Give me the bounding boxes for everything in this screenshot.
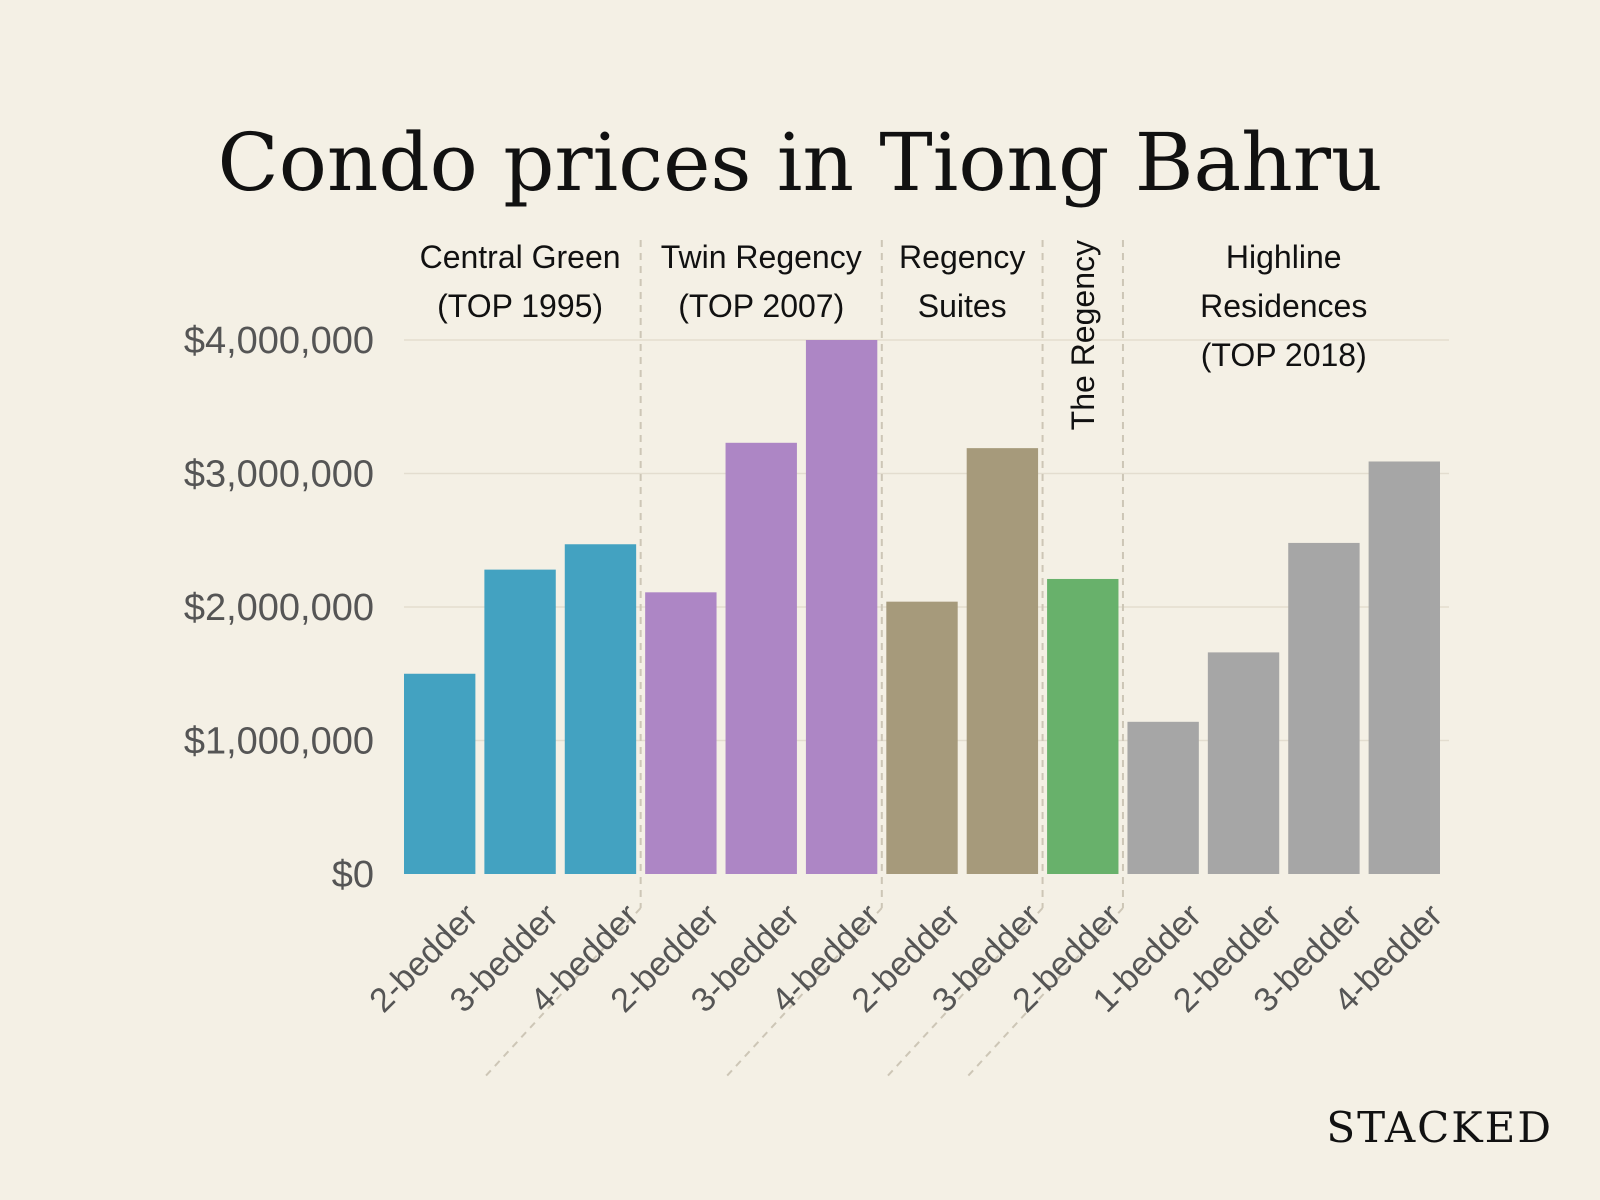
group-label: Highline: [1226, 239, 1342, 275]
chart-title: Condo prices in Tiong Bahru: [218, 116, 1383, 209]
group-label: The Regency: [1065, 240, 1101, 430]
bar: [484, 569, 556, 874]
group-label: Twin Regency: [661, 239, 862, 275]
x-axis: 2-bedder3-bedder4-bedder2-bedder3-bedder…: [362, 897, 1450, 1020]
bar: [1047, 578, 1119, 874]
bar: [645, 592, 717, 874]
group-label: (TOP 1995): [437, 288, 603, 324]
bar: [1368, 461, 1440, 874]
group-label: Central Green: [420, 239, 621, 275]
bar-layer: [404, 340, 1440, 874]
group-label: Suites: [918, 288, 1007, 324]
bar: [805, 340, 878, 874]
y-tick-label: $3,000,000: [184, 454, 374, 496]
y-tick-label: $2,000,000: [184, 587, 374, 629]
y-tick-label: $4,000,000: [184, 320, 374, 362]
bar: [1288, 542, 1360, 874]
group-labels: Central Green (TOP 1995) Twin Regency (TOP …: [420, 239, 1368, 430]
bar: [1207, 652, 1280, 874]
brand-logo: STACKED: [1326, 1103, 1553, 1152]
bar: [404, 673, 476, 874]
group-label: (TOP 2018): [1201, 337, 1367, 373]
bar: [886, 601, 958, 874]
bar: [1127, 721, 1199, 874]
bar: [725, 442, 797, 874]
group-label: Residences: [1200, 288, 1367, 324]
group-label: Regency: [899, 239, 1025, 275]
y-tick-label: $0: [332, 854, 374, 896]
y-axis: $0 $1,000,000 $2,000,000 $3,000,000 $4,000,0…: [184, 320, 374, 896]
group-label: (TOP 2007): [678, 288, 844, 324]
bar: [564, 544, 637, 874]
bar: [966, 448, 1039, 874]
y-tick-label: $1,000,000: [184, 721, 374, 763]
